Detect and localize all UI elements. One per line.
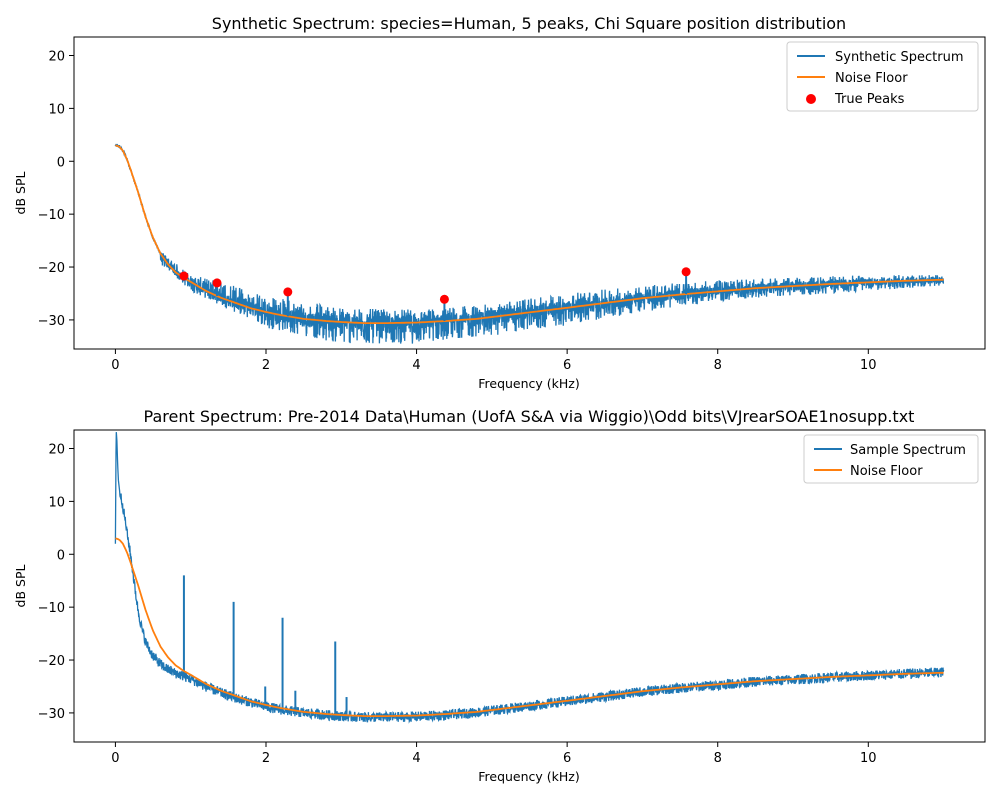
legend: Synthetic Spectrum Noise Floor True Peak… — [786, 41, 979, 112]
x-tick-label: 0 — [111, 751, 119, 766]
y-tick-label: 10 — [48, 102, 65, 117]
legend-swatch-true-peaks — [806, 94, 816, 104]
y-tick-label: 10 — [48, 495, 65, 510]
x-tick-label: 8 — [714, 358, 722, 373]
legend-label-synthetic-spectrum: Synthetic Spectrum — [835, 50, 964, 65]
legend: Sample Spectrum Noise Floor — [803, 434, 979, 484]
y-tick-label: −30 — [38, 707, 65, 722]
axes-frame — [73, 429, 986, 743]
parent-spectrum-chart: Parent Spectrum: Pre-2014 Data\Human (Uo… — [13, 407, 986, 784]
series-layer — [114, 432, 945, 724]
synthetic-spectrum-chart: Synthetic Spectrum: species=Human, 5 pea… — [13, 14, 986, 391]
x-axis-label: Frequency (kHz) — [478, 376, 580, 391]
y-tick-label: 0 — [57, 155, 65, 170]
noise-floor-line — [115, 144, 944, 325]
y-tick-label: −20 — [38, 654, 65, 669]
chart-title: Parent Spectrum: Pre-2014 Data\Human (Uo… — [144, 407, 915, 426]
synthetic-spectrum-line — [114, 143, 945, 344]
y-axis-label: dB SPL — [13, 565, 28, 608]
x-tick-label: 4 — [412, 358, 420, 373]
true-peak-point — [681, 267, 691, 277]
y-tick-label: −10 — [38, 208, 65, 223]
plot-area: 0 2 4 6 8 10 −30 −20 −10 0 10 20 — [38, 36, 986, 373]
y-tick-label: 20 — [48, 50, 65, 65]
y-tick-label: 0 — [57, 548, 65, 563]
y-tick-label: −20 — [38, 261, 65, 276]
true-peak-point — [439, 294, 449, 304]
y-tick-label: −10 — [38, 601, 65, 616]
legend-box — [786, 41, 979, 112]
axes-frame — [73, 36, 986, 350]
noise-floor-line — [115, 537, 944, 717]
true-peak-point — [283, 287, 293, 297]
x-tick-label: 2 — [262, 751, 270, 766]
chart-title: Synthetic Spectrum: species=Human, 5 pea… — [212, 14, 846, 33]
x-tick-label: 2 — [262, 358, 270, 373]
y-tick-label: 20 — [48, 443, 65, 458]
legend-label-sample-spectrum: Sample Spectrum — [850, 443, 966, 458]
true-peak-point — [212, 278, 222, 288]
legend-label-true-peaks: True Peaks — [834, 92, 905, 107]
x-tick-label: 6 — [563, 358, 571, 373]
x-tick-label: 8 — [714, 751, 722, 766]
legend-box — [803, 434, 979, 484]
legend-label-noise-floor: Noise Floor — [835, 71, 908, 86]
legend-label-noise-floor: Noise Floor — [850, 464, 923, 479]
series-layer — [114, 143, 945, 344]
y-axis-label: dB SPL — [13, 172, 28, 215]
x-tick-label: 10 — [860, 358, 877, 373]
true-peak-point — [179, 271, 189, 281]
x-tick-label: 10 — [860, 751, 877, 766]
x-axis-label: Frequency (kHz) — [478, 769, 580, 784]
plot-area: 0 2 4 6 8 10 −30 −20 −10 0 10 20 — [38, 429, 986, 766]
x-tick-label: 4 — [412, 751, 420, 766]
y-tick-label: −30 — [38, 314, 65, 329]
x-tick-label: 6 — [563, 751, 571, 766]
x-tick-label: 0 — [111, 358, 119, 373]
